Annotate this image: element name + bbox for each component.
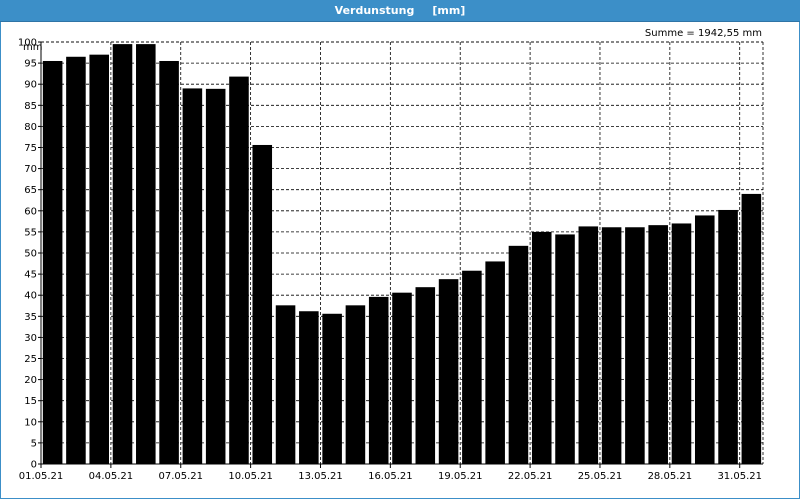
bar bbox=[159, 60, 179, 465]
bar bbox=[89, 54, 109, 464]
bar bbox=[345, 305, 366, 464]
x-tick-label: 19.05.21 bbox=[438, 471, 483, 482]
chart-unit: [mm] bbox=[432, 4, 466, 17]
bar bbox=[625, 227, 645, 464]
bar bbox=[322, 313, 342, 464]
bar bbox=[718, 209, 738, 464]
bar bbox=[601, 227, 622, 464]
bar bbox=[438, 279, 459, 464]
y-tick-label: 35 bbox=[24, 312, 37, 323]
bar bbox=[462, 270, 482, 464]
y-tick-label: 50 bbox=[24, 249, 37, 260]
y-tick-label: 55 bbox=[24, 227, 37, 238]
y-tick-label: 90 bbox=[24, 80, 37, 91]
y-tick-label: 85 bbox=[24, 101, 37, 112]
bar bbox=[741, 193, 762, 465]
y-tick-label: 65 bbox=[24, 185, 37, 196]
bar bbox=[229, 76, 249, 464]
y-tick-label: 15 bbox=[24, 396, 37, 407]
chart-frame: 0 5 10 15 20 25 30 35 40 45 50 55 60 65 70 75 80 85 90 95 10… bbox=[0, 22, 800, 499]
bar bbox=[182, 88, 203, 465]
bar bbox=[42, 60, 63, 465]
bar bbox=[112, 44, 133, 465]
x-tick-label: 22.05.21 bbox=[508, 471, 553, 482]
bar bbox=[66, 56, 86, 465]
bar bbox=[694, 215, 715, 464]
bar bbox=[252, 144, 273, 464]
x-tick-label: 16.05.21 bbox=[368, 471, 413, 482]
y-tick-label: 20 bbox=[24, 375, 37, 386]
y-tick-label: 45 bbox=[24, 270, 37, 281]
bar bbox=[368, 296, 389, 464]
chart-title: Verdunstung bbox=[334, 4, 415, 17]
bar bbox=[392, 292, 412, 464]
bar bbox=[531, 231, 552, 464]
bar bbox=[415, 287, 436, 464]
y-tick-label: 60 bbox=[24, 206, 37, 217]
bar bbox=[508, 245, 529, 464]
y-tick-label: 40 bbox=[24, 291, 37, 302]
x-tick-label: 13.05.21 bbox=[298, 471, 343, 482]
chart-title-bar: Verdunstung [mm] bbox=[0, 0, 800, 22]
bar bbox=[275, 305, 296, 464]
x-tick-label: 28.05.21 bbox=[648, 471, 693, 482]
bar bbox=[299, 311, 319, 464]
y-tick-label: 75 bbox=[24, 143, 37, 154]
bars-layer bbox=[42, 44, 762, 465]
x-tick-label: 10.05.21 bbox=[228, 471, 273, 482]
x-tick-label: 07.05.21 bbox=[158, 471, 203, 482]
x-tick-label: 31.05.21 bbox=[717, 471, 762, 482]
y-axis-unit-label: mm bbox=[23, 42, 42, 53]
bar bbox=[671, 223, 692, 464]
y-tick-label: 0 bbox=[31, 460, 37, 471]
y-tick-label: 30 bbox=[24, 333, 37, 344]
y-tick-label: 100 bbox=[18, 38, 37, 49]
x-tick-label: 25.05.21 bbox=[578, 471, 623, 482]
y-tick-label: 25 bbox=[24, 354, 37, 365]
y-tick-label: 70 bbox=[24, 164, 37, 175]
y-tick-label: 80 bbox=[24, 122, 37, 133]
y-tick-label: 95 bbox=[24, 59, 37, 70]
bar bbox=[485, 261, 505, 464]
sum-label: Summe = 1942,55 mm bbox=[645, 28, 762, 39]
bar bbox=[578, 226, 599, 464]
bar bbox=[648, 225, 668, 464]
y-tick-label: 5 bbox=[31, 438, 37, 449]
bar bbox=[205, 88, 226, 464]
x-tick-label: 04.05.21 bbox=[89, 471, 134, 482]
axis-layer: 0 5 10 15 20 25 30 35 40 45 50 55 60 65 70 75 80 85 90 95 10… bbox=[18, 38, 763, 482]
bar bbox=[136, 44, 156, 465]
bar-chart: 0 5 10 15 20 25 30 35 40 45 50 55 60 65 70 75 80 85 90 95 10… bbox=[18, 28, 764, 482]
y-tick-label: 10 bbox=[24, 417, 37, 428]
x-tick-label: 01.05.21 bbox=[19, 471, 64, 482]
bar bbox=[555, 234, 575, 464]
